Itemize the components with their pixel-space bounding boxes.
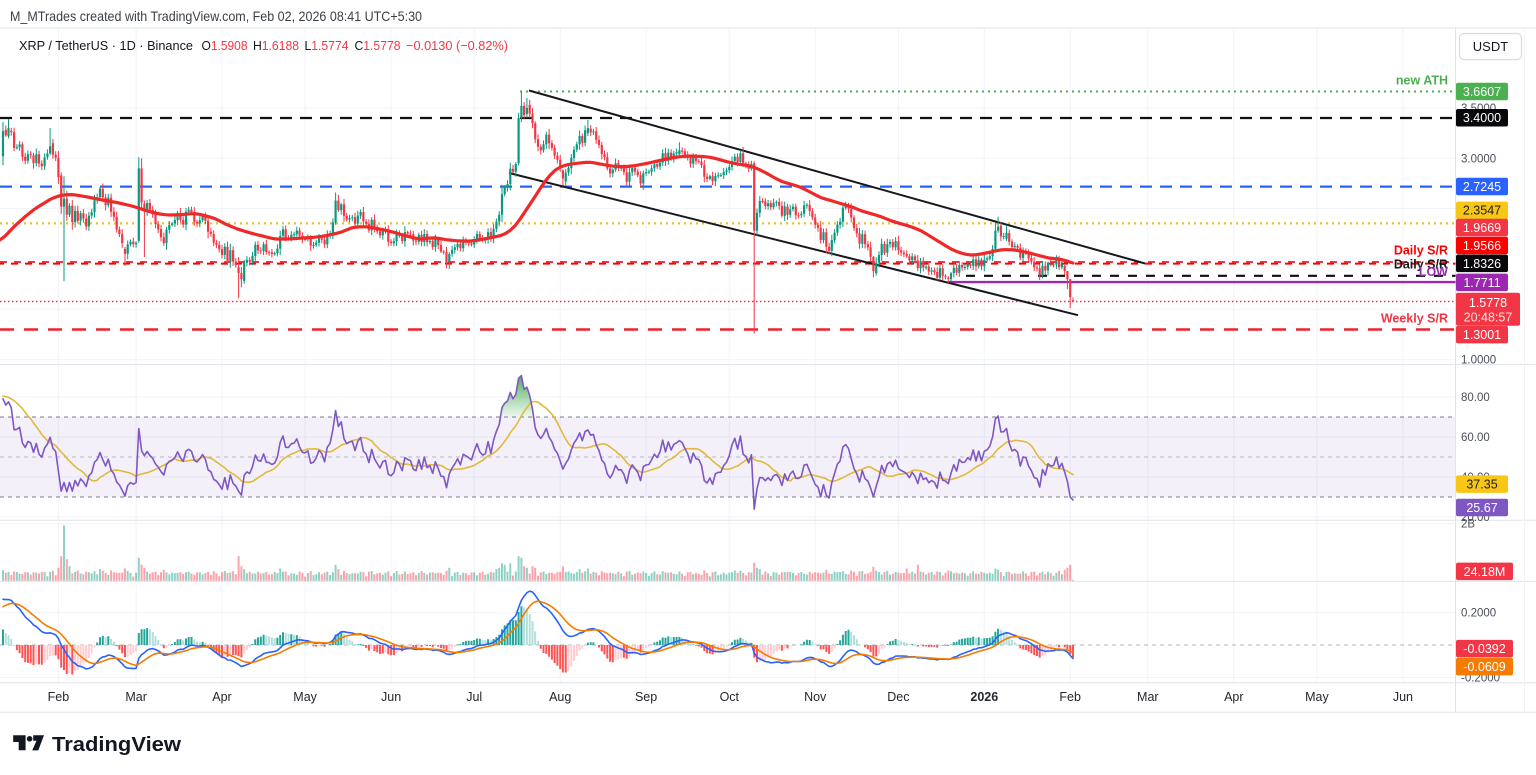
svg-text:37.35: 37.35 (1466, 478, 1497, 492)
svg-text:2.7245: 2.7245 (1463, 180, 1501, 194)
svg-text:Sep: Sep (635, 690, 657, 704)
svg-text:Weekly S/R: Weekly S/R (1381, 311, 1448, 325)
svg-text:XRP / TetherUS · 1D · Binance: XRP / TetherUS · 1D · Binance (19, 38, 193, 53)
svg-text:Oct: Oct (720, 690, 740, 704)
svg-text:-0.2000: -0.2000 (1461, 673, 1500, 685)
svg-text:USDT: USDT (1473, 39, 1508, 54)
svg-text:20:48:57: 20:48:57 (1464, 311, 1513, 325)
svg-text:80.00: 80.00 (1461, 392, 1490, 404)
svg-text:Apr: Apr (1224, 690, 1243, 704)
svg-text:TradingView: TradingView (52, 734, 181, 756)
svg-text:24.18M: 24.18M (1464, 565, 1506, 579)
svg-text:Nov: Nov (804, 690, 827, 704)
svg-text:L1.5774: L1.5774 (305, 38, 349, 53)
svg-text:Aug: Aug (549, 690, 571, 704)
svg-text:C1.5778: C1.5778 (355, 38, 401, 53)
svg-text:Daily S/R: Daily S/R (1394, 243, 1448, 257)
svg-text:Apr: Apr (212, 690, 231, 704)
svg-text:O1.5908: O1.5908 (202, 38, 248, 53)
svg-text:Feb: Feb (48, 690, 70, 704)
svg-text:1.0000: 1.0000 (1461, 355, 1496, 367)
svg-text:May: May (1305, 690, 1329, 704)
svg-text:2026: 2026 (970, 690, 998, 704)
svg-text:Mar: Mar (1137, 690, 1159, 704)
svg-text:Jun: Jun (1393, 690, 1413, 704)
svg-text:1.7711: 1.7711 (1463, 276, 1500, 290)
svg-text:1.8326: 1.8326 (1463, 257, 1501, 271)
svg-text:−0.0130 (−0.82%): −0.0130 (−0.82%) (406, 38, 508, 53)
svg-text:0.2000: 0.2000 (1461, 608, 1496, 620)
svg-text:Daily S/R: Daily S/R (1394, 258, 1448, 272)
svg-text:3.0000: 3.0000 (1461, 153, 1496, 165)
svg-text:H1.6188: H1.6188 (253, 38, 299, 53)
svg-text:1.9669: 1.9669 (1463, 221, 1501, 235)
svg-text:2.3547: 2.3547 (1463, 204, 1501, 218)
svg-text:3.4000: 3.4000 (1463, 111, 1501, 125)
svg-text:1.5778: 1.5778 (1469, 296, 1507, 310)
svg-text:1.9566: 1.9566 (1463, 239, 1501, 253)
svg-text:Dec: Dec (887, 690, 909, 704)
svg-text:Jun: Jun (381, 690, 401, 704)
svg-text:3.6607: 3.6607 (1463, 85, 1501, 99)
svg-text:M_MTrades created with Trading: M_MTrades created with TradingView.com, … (10, 8, 422, 24)
svg-text:Mar: Mar (125, 690, 147, 704)
svg-text:May: May (293, 690, 317, 704)
svg-text:Jul: Jul (466, 690, 482, 704)
svg-text:60.00: 60.00 (1461, 432, 1490, 444)
svg-text:25.67: 25.67 (1466, 501, 1497, 515)
svg-text:-0.0392: -0.0392 (1463, 642, 1505, 656)
svg-text:LOW: LOW (1419, 265, 1448, 279)
svg-text:-0.0609: -0.0609 (1463, 660, 1505, 674)
svg-text:1.3001: 1.3001 (1463, 328, 1501, 342)
svg-text:2B: 2B (1461, 519, 1475, 531)
svg-text:Feb: Feb (1059, 690, 1081, 704)
svg-text:new ATH: new ATH (1396, 73, 1448, 87)
